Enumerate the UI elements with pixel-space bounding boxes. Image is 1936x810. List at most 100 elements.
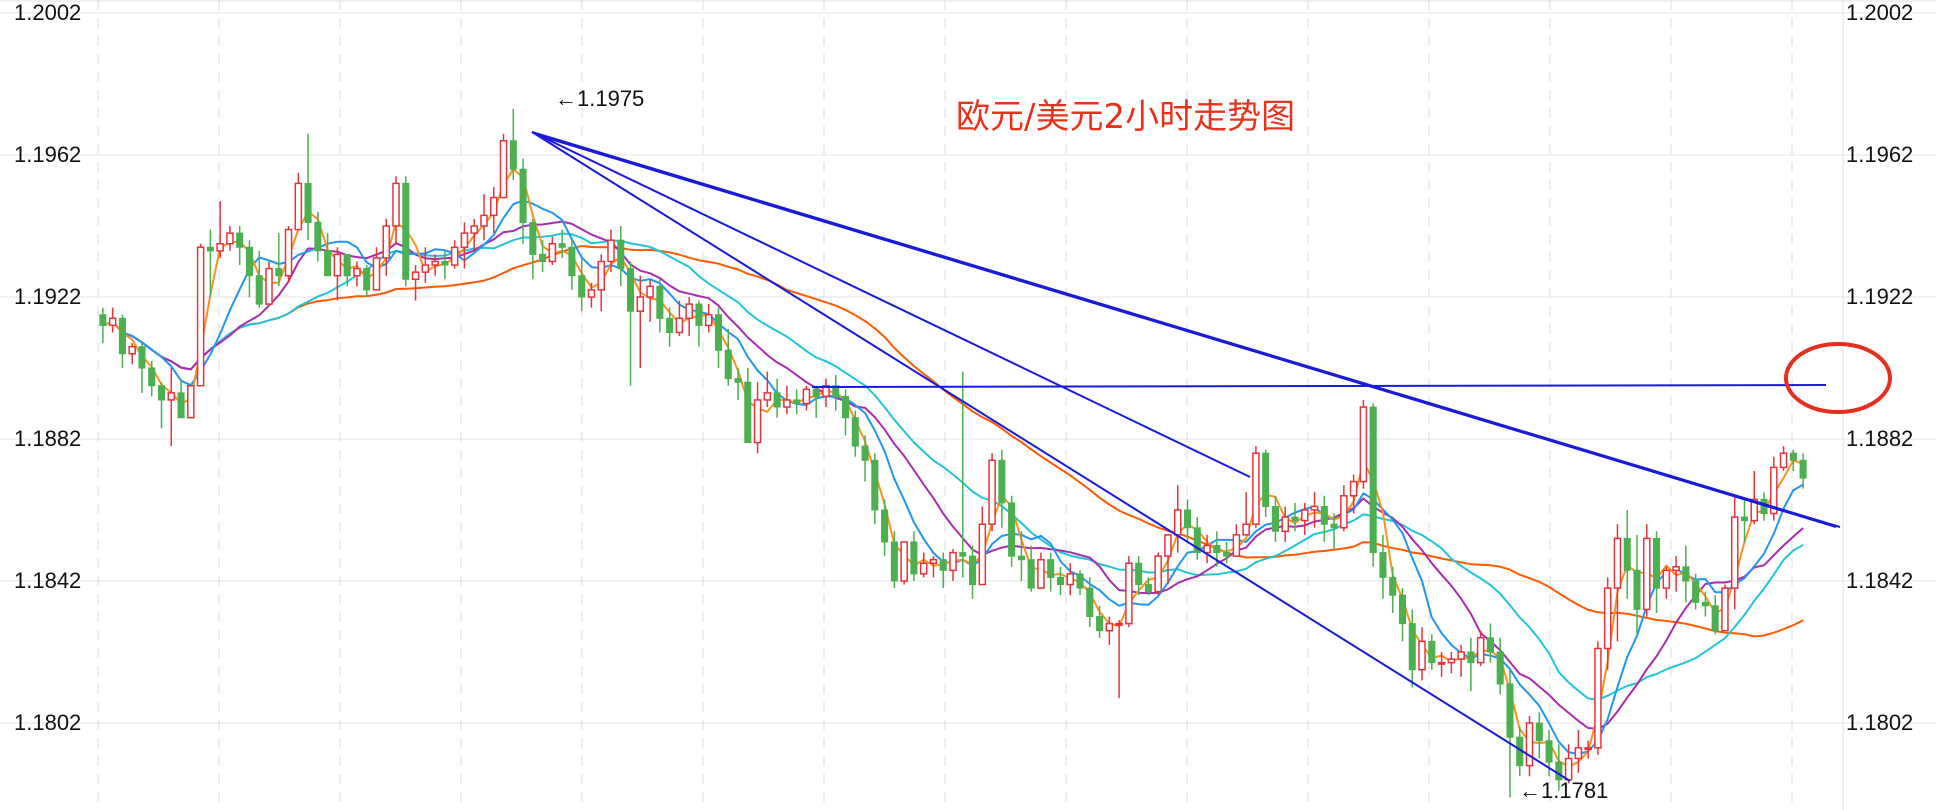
candle	[822, 378, 830, 408]
candle	[421, 247, 430, 283]
candle-body-up	[1564, 757, 1573, 781]
candle-body-up	[900, 541, 908, 582]
candle	[1086, 577, 1094, 628]
candle-body-up	[1662, 569, 1671, 589]
candle	[1310, 492, 1319, 528]
candle-body-down	[138, 346, 146, 369]
candle	[910, 531, 918, 581]
candle	[1672, 556, 1680, 592]
candle	[1369, 403, 1377, 567]
candle-body-up	[685, 303, 693, 320]
candle-body-down	[343, 253, 351, 277]
candle-body-down	[998, 459, 1006, 504]
candle	[157, 382, 166, 429]
candle-body-down	[851, 417, 859, 447]
candle-body-up	[1672, 566, 1680, 572]
candle	[1349, 474, 1358, 514]
candle	[1555, 744, 1563, 791]
candle-body-up	[470, 225, 478, 234]
low-annotation: ←1.1781	[1519, 778, 1608, 803]
candle	[1398, 588, 1407, 642]
candle	[695, 300, 703, 347]
candle	[1653, 531, 1661, 613]
candle-body-up	[802, 388, 811, 405]
candle	[714, 307, 723, 368]
candle	[1437, 652, 1446, 677]
candle-body-down	[1389, 576, 1397, 596]
candle	[1008, 495, 1016, 567]
candle-body-up	[226, 232, 234, 245]
candle-body-down	[1271, 505, 1279, 532]
candle-body-up	[587, 289, 596, 298]
candle-body-up	[646, 285, 654, 298]
candle	[441, 250, 449, 280]
candle	[1027, 545, 1035, 592]
candle-body-down	[1486, 637, 1494, 653]
candle	[450, 240, 459, 269]
candle-body-up	[636, 296, 645, 312]
candle-body-up	[489, 196, 498, 217]
candle	[548, 236, 557, 266]
candle	[1740, 499, 1749, 542]
candle-body-up	[1584, 747, 1592, 751]
candle	[685, 297, 693, 337]
candle-body-up	[392, 182, 400, 227]
candle-body-up	[929, 558, 938, 565]
candle-body-down	[519, 168, 527, 223]
candle-body-up	[1770, 466, 1778, 515]
y-tick-left: 1.2002	[14, 0, 81, 25]
candle	[1594, 641, 1602, 755]
candle	[1467, 637, 1475, 692]
candle-body-down	[1320, 505, 1328, 525]
y-tick-left: 1.1802	[14, 710, 81, 735]
candle-body-down	[324, 250, 332, 277]
ma-long-line	[102, 245, 1804, 638]
candle	[636, 275, 645, 368]
chart-title: 欧元/美元2小时走势图	[956, 97, 1295, 137]
y-tick-left: 1.1922	[14, 284, 81, 309]
candle	[1525, 715, 1534, 777]
candle-body-up	[333, 253, 342, 277]
candle	[206, 229, 214, 297]
candle	[656, 279, 664, 333]
candle	[167, 368, 176, 447]
candle	[245, 240, 253, 297]
candlestick-series	[99, 108, 1807, 798]
candle	[1613, 524, 1622, 642]
candle	[1711, 595, 1719, 635]
candle	[1359, 399, 1368, 489]
candle	[1457, 644, 1465, 677]
candle-body-up	[421, 264, 430, 273]
candle	[138, 343, 146, 393]
candle	[128, 343, 136, 365]
trendline	[531, 131, 1251, 478]
candle	[1252, 446, 1260, 528]
candle-body-down	[890, 541, 898, 582]
candle-body-down	[1379, 552, 1387, 578]
candle	[216, 201, 224, 258]
candle	[832, 375, 840, 411]
candle	[177, 378, 185, 419]
candle-body-down	[1467, 651, 1475, 664]
candle	[969, 545, 977, 599]
candle	[773, 378, 781, 418]
candle-body-down	[363, 268, 371, 291]
candle	[1721, 584, 1729, 632]
candle-body-down	[1047, 559, 1055, 578]
trendline	[531, 131, 1841, 528]
candle-body-up	[1115, 622, 1123, 626]
candle	[1389, 566, 1397, 613]
candle	[1105, 616, 1114, 645]
candle	[578, 257, 586, 312]
candle-body-up	[783, 399, 791, 408]
candle-body-down	[157, 385, 166, 401]
candle	[890, 531, 898, 589]
candle	[1223, 541, 1231, 564]
candle	[108, 307, 117, 333]
candle	[148, 360, 156, 397]
candle	[1056, 566, 1065, 596]
candle	[1291, 502, 1299, 532]
candle	[1320, 495, 1328, 542]
candle-body-down	[969, 555, 977, 586]
